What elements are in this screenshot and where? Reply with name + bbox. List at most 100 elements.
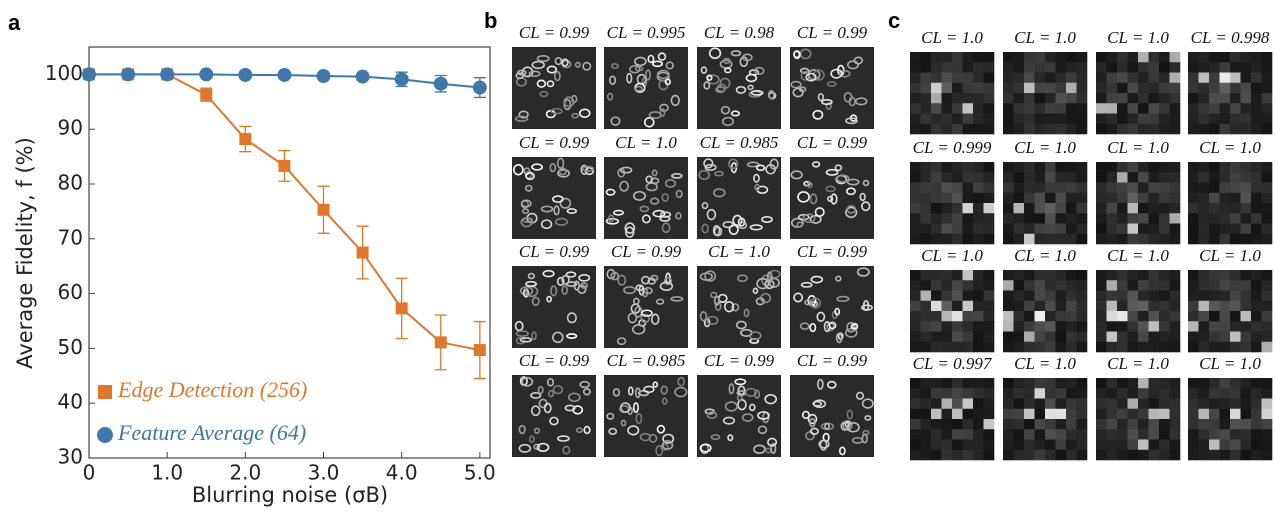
thumb-pixel [920, 62, 932, 73]
thumb-pixel [1034, 429, 1046, 440]
thumb-spot [836, 295, 850, 302]
thumb-pixel [1138, 408, 1149, 420]
thumb-pixel [931, 62, 942, 73]
thumb-pixel [1148, 321, 1160, 332]
thumb-pixel [1003, 408, 1014, 420]
thumb-pixel [1230, 62, 1241, 73]
thumb-spot [550, 107, 563, 115]
thumb-pixel [973, 398, 984, 410]
thumb-pixel [920, 82, 932, 94]
y-tick-label: 90 [58, 116, 83, 140]
thumb-spot [704, 408, 715, 415]
thumb-spot [633, 56, 647, 67]
thumb-spot [830, 193, 838, 205]
thumb-pixel [1003, 429, 1014, 440]
thumb-pixel [1230, 341, 1241, 353]
thumb-pixel [910, 223, 921, 235]
thumb-pixel [1106, 103, 1118, 114]
thumb-pixel [962, 290, 974, 302]
thumb-pixel [952, 311, 963, 322]
thumb-pixel [941, 378, 953, 389]
thumb-pixel [920, 93, 932, 104]
thumb-pixel [1138, 72, 1149, 84]
thumb-spot [810, 275, 824, 284]
thumb-pixel [1148, 280, 1160, 291]
marker [82, 67, 96, 82]
thumb-pixel [983, 52, 995, 63]
thumb-pixel [1024, 331, 1035, 343]
thumb-pixel [1230, 172, 1241, 183]
thumb-pixel [1198, 331, 1210, 343]
thumb-pixel [1198, 378, 1210, 389]
thumb-pixel [1055, 280, 1067, 291]
thumb-spot [835, 275, 842, 282]
marker [278, 159, 291, 172]
thumb-pixel [962, 398, 974, 410]
thumb-spot [575, 427, 583, 433]
thumb-pixel [952, 103, 963, 114]
thumb-spot [746, 161, 760, 168]
thumb-pixel [952, 162, 963, 173]
thumb-pixel [973, 123, 984, 135]
thumb-pixel [910, 103, 921, 114]
thumb-pixel [1169, 321, 1181, 332]
thumb-pixel [1240, 203, 1252, 214]
thumb-spot [699, 443, 712, 453]
thumb-pixel [1148, 172, 1160, 183]
y-axis-label: Average Fidelity, f (%) [13, 137, 37, 369]
thumb-spot [818, 439, 830, 449]
thumb-spot [514, 320, 524, 332]
thumb-spot [735, 320, 747, 330]
thumb-pixel [1209, 93, 1220, 104]
thumb-pixel [1045, 223, 1056, 235]
thumb-pixel [1106, 419, 1118, 430]
thumb-spot [826, 81, 837, 87]
thumb-pixel [962, 103, 974, 114]
thumb-pixel [920, 223, 932, 235]
thumb-pixel [1045, 408, 1056, 420]
thumb-pixel [1169, 62, 1181, 73]
thumb-pixel [1219, 93, 1231, 104]
thumb-pixel [983, 388, 995, 399]
thumb-pixel [1209, 341, 1220, 353]
thumb-spot [712, 188, 726, 198]
thumb-pixel [1230, 223, 1241, 235]
thumb-pixel [1159, 82, 1170, 94]
thumb-pixel [1148, 113, 1160, 125]
thumb-pixel [983, 398, 995, 410]
thumb-spot [619, 402, 631, 413]
thumb-pixel [983, 331, 995, 343]
thumb-pixel [1066, 52, 1077, 63]
thumb-spot [558, 167, 567, 176]
thumb-spot [528, 70, 541, 77]
thumb-pixel [1024, 341, 1035, 353]
thumb-pixel [1127, 290, 1139, 302]
thumb-pixel [1034, 341, 1046, 353]
thumb-pixel [1230, 378, 1241, 389]
thumb-pixel [973, 311, 984, 322]
thumb-pixel [1230, 162, 1241, 173]
thumb-pixel [1003, 213, 1014, 224]
thumb-pixel [952, 429, 963, 440]
thumb-pixel [1117, 419, 1128, 430]
thumb-pixel [1261, 213, 1273, 224]
thumb-pixel [1148, 182, 1160, 194]
thumb-pixel [1127, 300, 1139, 312]
thumbnail [1003, 378, 1088, 461]
thumb-pixel [1148, 378, 1160, 389]
thumb-pixel [1034, 449, 1046, 461]
thumb-pixel [1159, 449, 1170, 461]
thumbnail [512, 266, 596, 348]
y-tick-label: 30 [58, 445, 83, 469]
thumb-spot [834, 164, 843, 172]
thumb-spot [531, 60, 545, 70]
thumb-spot [756, 277, 770, 290]
thumb-pixel [1198, 93, 1210, 104]
thumbnail [790, 266, 874, 348]
thumb-pixel [983, 233, 995, 245]
thumb-spot [747, 84, 754, 91]
thumbnail [697, 47, 781, 129]
thumb-pixel [962, 321, 974, 332]
thumb-pixel [1066, 398, 1077, 410]
thumb-pixel [1261, 311, 1273, 322]
